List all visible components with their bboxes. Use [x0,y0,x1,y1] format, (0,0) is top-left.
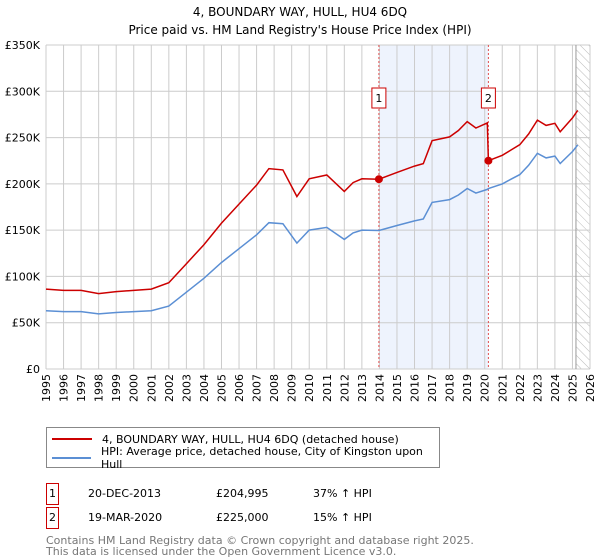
legend-item-property: 4, BOUNDARY WAY, HULL, HU4 6DQ (detached… [52,431,399,447]
x-tick-label: 2020 [479,374,492,402]
x-tick-label: 2012 [338,374,351,402]
transaction-date: 20-DEC-2013 [88,487,162,500]
transaction-hpi-diff: 37% ↑ HPI [313,487,372,500]
legend-label-hpi: HPI: Average price, detached house, City… [100,445,423,471]
series-line-hpi [45,144,579,315]
x-tick-label: 2019 [461,374,474,402]
x-tick-label: 2016 [409,374,422,402]
x-tick-label: 2015 [391,374,404,402]
transaction-price: £225,000 [216,511,269,524]
legend-swatch-property [52,438,92,440]
x-tick-label: 2021 [496,374,509,402]
y-tick-label: £150K [5,224,41,237]
y-tick-label: £250K [5,132,41,145]
y-tick-label: £100K [5,270,41,283]
footer: Contains HM Land Registry data © Crown c… [46,535,474,557]
y-tick-label: £300K [5,85,41,98]
footer-copyright: Contains HM Land Registry data © Crown c… [46,534,474,547]
x-tick-label: 2023 [531,374,544,402]
transaction-hpi-diff: 15% ↑ HPI [313,511,372,524]
transaction-price: £204,995 [216,487,269,500]
x-tick-label: 2018 [444,374,457,402]
series-line-property [45,109,579,295]
x-tick-label: 2009 [286,374,299,402]
x-tick-label: 2010 [303,374,316,402]
x-tick-label: 2014 [373,374,386,402]
transaction-date: 19-MAR-2020 [88,511,163,524]
x-tick-label: 2006 [233,374,246,402]
price-chart: 4, BOUNDARY WAY, HULL, HU4 6DQ Price pai… [5,5,597,402]
y-tick-label: £350K [5,39,41,52]
x-tick-label: 2000 [128,374,141,402]
y-tick-label: £50K [12,317,41,330]
x-tick-label: 2005 [215,374,228,402]
chart-title: 4, BOUNDARY WAY, HULL, HU4 6DQ [193,5,407,19]
sale-period-shade [378,45,489,369]
x-tick-label: 2026 [584,374,597,402]
x-tick-label: 2011 [321,374,334,402]
sale-label-box [480,87,496,109]
x-tick-label: 1998 [93,374,106,402]
x-tick-label: 2017 [426,374,439,402]
sale-point [484,156,493,165]
sale-label-box [371,87,387,109]
transaction-row: 1 20-DEC-2013 £204,995 37% ↑ HPI [46,483,446,505]
x-tick-label: 2022 [514,374,527,402]
sale-point [374,175,383,184]
x-tick-label: 1995 [40,374,53,402]
footer-licence: This data is licensed under the Open Gov… [46,545,397,558]
y-tick-label: £200K [5,178,41,191]
x-tick-label: 2008 [268,374,281,402]
x-tick-label: 2007 [251,374,264,402]
chart-subtitle: Price paid vs. HM Land Registry's House … [128,23,471,37]
x-tick-label: 1996 [58,374,71,402]
x-tick-label: 2013 [356,374,369,402]
x-tick-label: 2002 [163,374,176,402]
legend-item-hpi: HPI: Average price, detached house, City… [52,445,439,471]
transaction-number: 2 [46,507,59,529]
transaction-number: 1 [46,483,59,505]
x-tick-label: 2001 [145,374,158,402]
legend-swatch-hpi [52,457,91,459]
legend-label-property: 4, BOUNDARY WAY, HULL, HU4 6DQ (detached… [102,432,399,446]
x-tick-label: 1999 [110,374,123,402]
forecast-hatch [575,45,590,369]
sale-label: 1 [375,92,382,105]
y-tick-label: £0 [26,363,40,376]
x-tick-label: 2025 [566,374,579,402]
legend: 4, BOUNDARY WAY, HULL, HU4 6DQ (detached… [46,427,440,471]
transaction-row: 2 19-MAR-2020 £225,000 15% ↑ HPI [46,507,446,529]
x-tick-label: 2024 [549,374,562,402]
x-tick-label: 2004 [198,374,211,402]
x-tick-label: 1997 [75,374,88,402]
sale-label: 2 [485,92,492,105]
x-tick-label: 2003 [180,374,193,402]
